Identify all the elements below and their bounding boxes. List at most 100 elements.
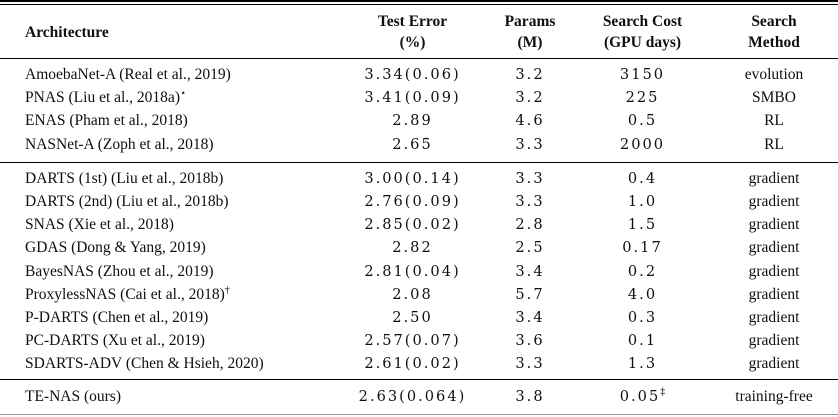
cell-params: 4.6 [515, 112, 545, 130]
architecture-name: ProxylessNAS (Cai et al., 2018) [25, 285, 225, 303]
nas-comparison-table: Architecture Test Error (%) Params (M) S… [0, 4, 838, 415]
cell-architecture: AmoebaNet-A (Real et al., 2019) [0, 59, 340, 87]
search-cost-value: 0.4 [627, 169, 658, 187]
cell-params: 3.3 [515, 169, 545, 187]
column-header-sublabel: Method [748, 34, 800, 51]
cell-search-cost: 3150 [575, 59, 710, 87]
cell-test-error: 3.34(0.06) [364, 66, 461, 83]
cell-search-method: gradient [748, 285, 800, 303]
column-header-label: Architecture [25, 23, 109, 41]
cell-architecture: DARTS (2nd) (Liu et al., 2018b) [0, 190, 340, 213]
column-header-label: Search Cost [602, 13, 683, 30]
cell-architecture: PNAS (Liu et al., 2018a)⋆ [0, 86, 340, 109]
cell-search-cost: 2000 [575, 133, 710, 163]
column-header-label: Test Error [377, 13, 448, 30]
architecture-name: AmoebaNet-A (Real et al., 2019) [25, 66, 231, 83]
search-cost-value: 1.5 [627, 216, 658, 234]
cell-architecture: DARTS (1st) (Liu et al., 2018b) [0, 162, 340, 190]
cell-params: 3.3 [515, 135, 545, 153]
architecture-name: ENAS (Pham et al., 2018) [25, 112, 188, 130]
search-cost-superscript: ‡ [660, 386, 666, 398]
table-row: ENAS (Pham et al., 2018) 2.89 4.6 0.5 RL [0, 109, 838, 132]
table-group-gradient-nas: DARTS (1st) (Liu et al., 2018b) 3.00(0.14… [0, 162, 838, 379]
cell-search-cost: 0.1 [575, 329, 710, 352]
table-row: DARTS (1st) (Liu et al., 2018b) 3.00(0.14… [0, 162, 838, 190]
architecture-name: P-DARTS (Chen et al., 2019) [25, 309, 209, 327]
cell-search-cost: 1.5 [575, 213, 710, 236]
cell-search-cost: 0.4 [575, 162, 710, 190]
table-row: ProxylessNAS (Cai et al., 2018)† 2.08 5.7 4… [0, 283, 838, 306]
architecture-name: BayesNAS (Zhou et al., 2019) [25, 262, 214, 280]
search-cost-value: 1.3 [627, 355, 658, 373]
cell-test-error: 2.65 [392, 135, 433, 153]
architecture-superscript: † [224, 284, 230, 296]
table-group-classic-nas: AmoebaNet-A (Real et al., 2019) 3.34(0.06… [0, 59, 838, 163]
search-cost-value: 2000 [619, 135, 666, 153]
cell-architecture: ENAS (Pham et al., 2018) [0, 109, 340, 132]
cell-architecture: SNAS (Xie et al., 2018) [0, 213, 340, 236]
table-row: AmoebaNet-A (Real et al., 2019) 3.34(0.06… [0, 59, 838, 87]
cell-architecture: P-DARTS (Chen et al., 2019) [0, 306, 340, 329]
cell-search-method: training-free [735, 387, 813, 405]
cell-test-error: 2.85(0.02) [364, 216, 461, 234]
cell-search-cost: 4.0 [575, 283, 710, 306]
architecture-name: SNAS (Xie et al., 2018) [25, 216, 174, 234]
column-header-search-method: Search Method [710, 5, 838, 59]
cell-params: 3.4 [515, 309, 545, 327]
architecture-name: PC-DARTS (Xu et al., 2019) [25, 332, 205, 350]
cell-search-cost: 0.17 [575, 236, 710, 259]
search-cost-value: 4.0 [627, 285, 658, 303]
column-header-test-error: Test Error (%) [340, 5, 485, 59]
column-header-sublabel: (GPU days) [603, 34, 682, 51]
search-cost-value: 0.5 [627, 112, 658, 130]
cell-architecture: GDAS (Dong & Yang, 2019) [0, 236, 340, 259]
cell-architecture: ProxylessNAS (Cai et al., 2018)† [0, 283, 340, 306]
search-cost-value: 0.2 [627, 262, 658, 280]
cell-test-error: 3.41(0.09) [364, 89, 461, 107]
cell-params: 3.3 [515, 193, 545, 211]
cell-test-error: 2.50 [392, 309, 433, 327]
table-row: BayesNAS (Zhou et al., 2019) 2.81(0.04) 3.… [0, 260, 838, 283]
cell-search-method: SMBO [752, 89, 796, 107]
search-cost-value: 225 [625, 89, 660, 107]
cell-search-method: gradient [748, 193, 800, 211]
column-header-label: Params [504, 13, 556, 30]
table-row: PNAS (Liu et al., 2018a)⋆ 3.41(0.09) 3.2 22… [0, 86, 838, 109]
cell-search-cost: 0.5 [575, 109, 710, 132]
cell-params: 3.3 [515, 355, 545, 373]
table-group-ours: TE-NAS (ours) 2.63(0.064) 3.8 0.05‡ training… [0, 379, 838, 414]
table-header: Architecture Test Error (%) Params (M) S… [0, 5, 838, 59]
cell-architecture: NASNet-A (Zoph et al., 2018) [0, 133, 340, 163]
cell-search-cost: 1.3 [575, 352, 710, 379]
architecture-name: GDAS (Dong & Yang, 2019) [25, 239, 206, 257]
cell-architecture: SDARTS-ADV (Chen & Hsieh, 2020) [0, 352, 340, 379]
column-header-label: Search [751, 13, 797, 30]
cell-test-error: 2.76(0.09) [364, 193, 461, 211]
column-header-sublabel: (%) [399, 34, 426, 51]
column-header-params: Params (M) [485, 5, 575, 59]
table-row: SNAS (Xie et al., 2018) 2.85(0.02) 2.8 1.5 g… [0, 213, 838, 236]
architecture-name: TE-NAS (ours) [25, 387, 121, 405]
cell-search-method: RL [764, 112, 784, 130]
cell-search-method: gradient [748, 216, 800, 234]
table-row: GDAS (Dong & Yang, 2019) 2.82 2.5 0.17 gradi… [0, 236, 838, 259]
search-cost-value: 0.3 [627, 309, 658, 327]
cell-test-error: 2.63(0.064) [358, 387, 467, 405]
search-cost-value: 1.0 [627, 193, 658, 211]
cell-params: 3.8 [515, 387, 545, 405]
cell-params: 3.2 [515, 89, 545, 107]
cell-params: 2.5 [515, 239, 545, 257]
cell-search-method: gradient [748, 239, 800, 257]
architecture-name: SDARTS-ADV (Chen & Hsieh, 2020) [25, 355, 264, 373]
cell-search-method: gradient [748, 169, 800, 187]
cell-search-method: evolution [744, 66, 804, 83]
table-row: TE-NAS (ours) 2.63(0.064) 3.8 0.05‡ training… [0, 379, 838, 414]
table-row: SDARTS-ADV (Chen & Hsieh, 2020) 2.61(0.02… [0, 352, 838, 379]
cell-test-error: 2.61(0.02) [364, 355, 461, 373]
cell-test-error: 2.82 [392, 239, 433, 257]
cell-params: 3.4 [515, 262, 545, 280]
cell-test-error: 3.00(0.14) [364, 169, 461, 187]
cell-search-method: gradient [748, 309, 800, 327]
architecture-name: NASNet-A (Zoph et al., 2018) [25, 135, 214, 153]
